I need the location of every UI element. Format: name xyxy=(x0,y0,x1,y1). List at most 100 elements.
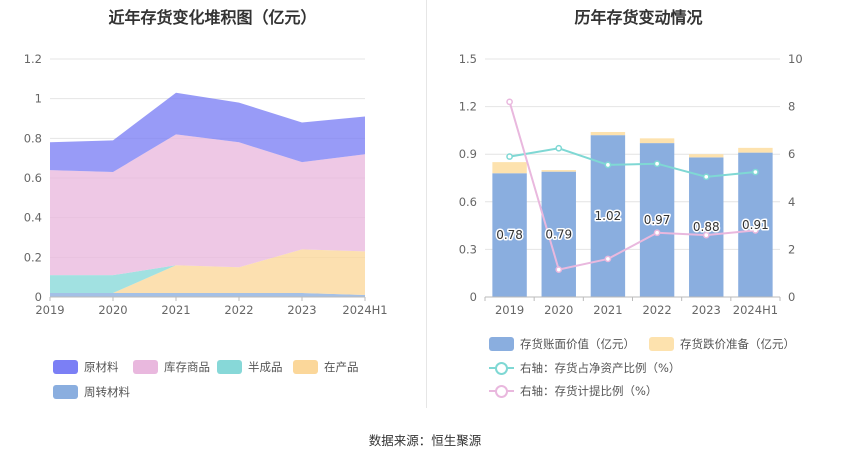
right-chart-panel: 历年存货变动情况 0 0.3 0.6 0.9 1.2 1.5 0 2 4 6 8 10 2019 2020… xyxy=(427,0,850,410)
area-series xyxy=(50,249,365,296)
bar-line-combo-chart: 0 0.3 0.6 0.9 1.2 1.5 0 2 4 6 8 10 2019 2020 2021 2022 2… xyxy=(459,52,803,317)
legend-label: 在产品 xyxy=(324,360,359,374)
line-point xyxy=(506,98,513,106)
x-tick-label: 2020 xyxy=(98,303,127,317)
y-tick-label: 0.9 xyxy=(459,147,477,161)
bar xyxy=(738,152,773,297)
area-series xyxy=(50,249,365,294)
bar xyxy=(492,162,527,174)
y-tick-label: 1.2 xyxy=(459,100,477,114)
y-tick-label: 0.2 xyxy=(24,250,42,264)
line-point xyxy=(604,161,612,169)
x-tick-label: 2023 xyxy=(287,303,316,317)
bar xyxy=(689,157,724,297)
area-series xyxy=(50,134,365,276)
bar xyxy=(590,131,626,136)
bar xyxy=(689,154,724,158)
stacked-area-chart: 0 0.2 0.4 0.6 0.8 1 1.2 2019 2020 2021 2022 2023 202… xyxy=(24,52,388,317)
line-point xyxy=(752,168,759,176)
bar-data-label: 0.79 xyxy=(545,227,572,241)
y-tick-label: 1.5 xyxy=(459,52,477,66)
bar xyxy=(492,173,527,297)
x-tick-label: 2023 xyxy=(692,303,721,317)
legend-swatch xyxy=(53,385,78,399)
legend-swatch xyxy=(133,360,158,374)
bar xyxy=(738,147,773,153)
legend-swatch xyxy=(293,360,318,374)
legend-impairment-reserve[interactable]: 存货跌价准备（亿元） xyxy=(649,336,795,352)
legend-label: 库存商品 xyxy=(164,360,210,374)
area-series xyxy=(50,293,365,297)
y-tick-label: 0 xyxy=(470,290,477,304)
line-point xyxy=(506,153,513,160)
line-point xyxy=(653,229,661,237)
y-tick-label: 1.2 xyxy=(24,52,42,66)
y2-tick-label: 10 xyxy=(788,52,803,66)
panel-divider xyxy=(426,0,427,408)
legend-work-in-progress[interactable]: 在产品 xyxy=(293,359,359,375)
legend-provision-ratio[interactable]: 右轴：存货计提比例（%） xyxy=(489,383,657,399)
legend-turnover-materials[interactable]: 周转材料 xyxy=(53,384,130,400)
legend-finished-goods[interactable]: 库存商品 xyxy=(133,359,210,375)
legend-label: 周转材料 xyxy=(84,385,130,399)
y2-tick-label: 2 xyxy=(788,242,795,256)
y-tick-label: 0.3 xyxy=(459,242,477,256)
area-series xyxy=(50,92,365,173)
legend-label: 右轴：存货计提比例（%） xyxy=(520,384,658,398)
line-point xyxy=(604,255,612,263)
bar xyxy=(639,138,675,144)
legend-label: 存货账面价值（亿元） xyxy=(520,337,635,351)
legend-swatch xyxy=(489,337,514,351)
data-source-footer: 数据来源：恒生聚源 xyxy=(368,433,482,448)
x-tick-label: 2019 xyxy=(35,303,64,317)
x-tick-label: 2021 xyxy=(161,303,190,317)
y2-tick-label: 4 xyxy=(788,195,795,209)
bar-data-label: 0.88 xyxy=(693,220,720,234)
line-point xyxy=(702,173,710,181)
line-series xyxy=(508,101,756,271)
bar-data-label: 0.78 xyxy=(496,228,523,242)
legend-label: 右轴：存货占净资产比例（%） xyxy=(520,361,681,375)
bar xyxy=(541,171,576,297)
legend-label: 半成品 xyxy=(248,360,283,374)
legend-swatch xyxy=(53,360,78,374)
y2-tick-label: 6 xyxy=(788,147,795,161)
legend-label: 存货跌价准备（亿元） xyxy=(680,337,795,351)
y-tick-label: 0.6 xyxy=(24,171,42,185)
x-tick-label: 2021 xyxy=(593,303,622,317)
legend-line-swatch xyxy=(489,361,514,375)
x-tick-label: 2024H1 xyxy=(342,303,387,317)
left-chart-title: 近年存货变化堆积图（亿元） xyxy=(108,8,317,27)
left-chart-panel: 近年存货变化堆积图（亿元） 0 0.2 0.4 0.6 0.8 1 1.2 2019 2020 2… xyxy=(0,0,425,410)
line-point xyxy=(555,266,563,273)
legend-semi-finished[interactable]: 半成品 xyxy=(217,359,283,375)
line-point xyxy=(653,160,661,168)
line-point xyxy=(702,231,710,239)
y-tick-label: 0.4 xyxy=(24,211,42,225)
line-series xyxy=(509,147,756,178)
y-tick-label: 0.8 xyxy=(24,131,42,145)
right-chart-title: 历年存货变动情况 xyxy=(574,8,703,27)
y2-tick-label: 8 xyxy=(788,100,795,114)
legend-book-value[interactable]: 存货账面价值（亿元） xyxy=(489,336,635,352)
bar xyxy=(541,170,576,172)
y-tick-label: 0.6 xyxy=(459,195,477,209)
line-point xyxy=(555,144,563,152)
y-tick-label: 1 xyxy=(35,92,42,106)
y-tick-label: 0 xyxy=(35,290,42,304)
x-tick-label: 2024H1 xyxy=(733,303,778,317)
legend-swatch xyxy=(217,360,242,374)
legend-swatch xyxy=(649,337,674,351)
line-point xyxy=(752,227,759,234)
bar xyxy=(639,143,675,297)
x-tick-label: 2020 xyxy=(544,303,573,317)
legend-net-asset-ratio[interactable]: 右轴：存货占净资产比例（%） xyxy=(489,360,680,376)
y2-tick-label: 0 xyxy=(788,290,795,304)
legend-line-swatch xyxy=(489,384,514,398)
legend-raw-materials[interactable]: 原材料 xyxy=(53,359,119,375)
x-tick-label: 2022 xyxy=(642,303,671,317)
legend-label: 原材料 xyxy=(84,360,119,374)
bar-data-label: 0.91 xyxy=(742,218,769,232)
x-tick-label: 2019 xyxy=(495,303,524,317)
bar-data-label: 1.02 xyxy=(595,209,622,223)
